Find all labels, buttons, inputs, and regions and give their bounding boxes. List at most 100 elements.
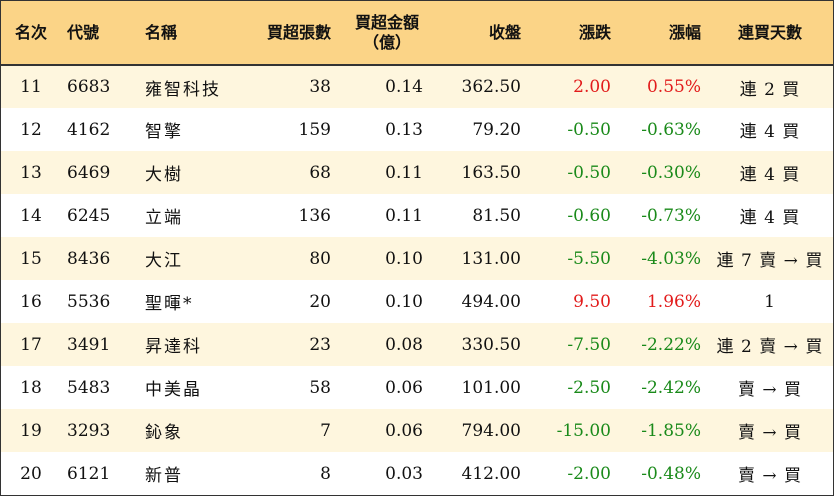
cell-close: 412.00	[461, 463, 521, 484]
cell-net-buy-amount: 0.14	[385, 77, 423, 97]
cell-change-pct: -0.30%	[641, 162, 701, 183]
cell-net-buy-lots: 23	[309, 334, 331, 355]
cell-name: 大江	[145, 251, 183, 271]
table-row: 14 6245 立端 136 0.11 81.50 -0.60 -0.73% 連 4 買	[1, 194, 833, 237]
cell-name: 鈊象	[145, 423, 183, 443]
header-code: 代號	[61, 1, 123, 66]
cell-close: 163.50	[461, 162, 521, 183]
cell-change: -15.00	[556, 420, 611, 441]
cell-rank: 16	[20, 291, 42, 312]
cell-net-buy-amount: 0.10	[385, 248, 423, 269]
cell-close: 794.00	[461, 420, 521, 441]
cell-net-buy-amount: 0.06	[385, 420, 423, 441]
cell-code: 6469	[67, 162, 111, 183]
cell-rank: 12	[20, 119, 42, 140]
cell-change: -0.50	[567, 162, 611, 183]
header-rank: 名次	[1, 1, 61, 66]
cell-code: 4162	[67, 119, 111, 140]
cell-close: 101.00	[461, 377, 521, 398]
cell-net-buy-amount: 0.10	[385, 291, 423, 312]
header-close: 收盤	[437, 1, 527, 66]
cell-code: 5483	[67, 377, 111, 398]
cell-change-pct: -1.85%	[641, 420, 701, 441]
cell-close: 81.50	[472, 205, 521, 226]
cell-consecutive-days: 連 2 賣 → 買	[716, 337, 824, 357]
cell-close: 79.20	[472, 119, 521, 140]
header-change: 漲跌	[527, 1, 617, 66]
table-row: 15 8436 大江 80 0.10 131.00 -5.50 -4.03% 連 7 賣 → 買	[1, 237, 833, 280]
table-row: 17 3491 昇達科 23 0.08 330.50 -7.50 -2.22% 連 2 賣 → …	[1, 323, 833, 366]
cell-change: -2.50	[567, 377, 611, 398]
cell-net-buy-lots: 80	[309, 248, 331, 269]
header-consecutive-days: 連買天數	[707, 1, 833, 66]
header-row: 名次 代號 名稱 買超張數 買超金額 （億） 收盤 漲跌 漲幅 連買天數	[1, 1, 833, 66]
cell-code: 3491	[67, 334, 111, 355]
cell-name: 昇達科	[145, 337, 202, 357]
cell-consecutive-days: 連 4 買	[739, 165, 801, 185]
cell-net-buy-amount: 0.08	[385, 334, 423, 355]
cell-code: 6683	[67, 77, 111, 97]
cell-code: 6245	[67, 205, 111, 226]
cell-change-pct: -4.03%	[641, 248, 701, 269]
cell-rank: 18	[20, 377, 42, 398]
cell-net-buy-amount: 0.03	[385, 463, 423, 484]
cell-close: 330.50	[461, 334, 521, 355]
cell-change: -5.50	[567, 248, 611, 269]
cell-change: 9.50	[573, 291, 611, 312]
header-net-buy-lots: 買超張數	[233, 1, 337, 66]
cell-net-buy-lots: 159	[298, 119, 331, 140]
cell-consecutive-days: 1	[764, 291, 776, 312]
cell-change-pct: -2.22%	[641, 334, 701, 355]
cell-net-buy-lots: 7	[320, 420, 331, 441]
table-row: 20 6121 新普 8 0.03 412.00 -2.00 -0.48% 賣 → 買	[1, 452, 833, 495]
cell-rank: 14	[20, 205, 42, 226]
cell-name: 智擎	[145, 122, 183, 142]
table-header: 名次 代號 名稱 買超張數 買超金額 （億） 收盤 漲跌 漲幅 連買天數	[1, 1, 833, 66]
table-row: 12 4162 智擎 159 0.13 79.20 -0.50 -0.63% 連 4 買	[1, 108, 833, 151]
cell-rank: 11	[20, 77, 42, 97]
table-row: 11 6683 雍智科技 38 0.14 362.50 2.00 0.55% 連 2 買	[1, 65, 833, 108]
table-row: 13 6469 大樹 68 0.11 163.50 -0.50 -0.30% 連 4 買	[1, 151, 833, 194]
cell-change-pct: -0.48%	[641, 463, 701, 484]
cell-change-pct: -2.42%	[641, 377, 701, 398]
header-net-buy-amount-line2: （億）	[362, 32, 411, 52]
cell-net-buy-amount: 0.11	[385, 205, 423, 226]
cell-net-buy-lots: 38	[309, 77, 331, 97]
cell-change-pct: 1.96%	[646, 291, 701, 312]
cell-code: 6121	[67, 463, 111, 484]
cell-name: 中美晶	[145, 380, 202, 400]
cell-name: 雍智科技	[145, 79, 221, 100]
cell-net-buy-lots: 20	[309, 291, 331, 312]
cell-code: 3293	[67, 420, 111, 441]
cell-consecutive-days: 賣 → 買	[737, 380, 803, 400]
header-change-pct: 漲幅	[617, 1, 707, 66]
cell-rank: 13	[20, 162, 42, 183]
cell-change: -2.00	[567, 463, 611, 484]
cell-net-buy-amount: 0.06	[385, 377, 423, 398]
cell-close: 131.00	[461, 248, 521, 269]
table-body: 11 6683 雍智科技 38 0.14 362.50 2.00 0.55% 連 2 買 12 41…	[1, 65, 833, 495]
cell-consecutive-days: 連 2 買	[739, 79, 801, 100]
header-name: 名稱	[123, 1, 233, 66]
cell-net-buy-lots: 136	[298, 205, 331, 226]
cell-change: -0.60	[567, 205, 611, 226]
cell-rank: 15	[20, 248, 42, 269]
cell-code: 8436	[67, 248, 111, 269]
cell-change-pct: 0.55%	[646, 77, 701, 97]
cell-net-buy-lots: 68	[309, 162, 331, 183]
table-row: 18 5483 中美晶 58 0.06 101.00 -2.50 -2.42% 賣 → 買	[1, 366, 833, 409]
cell-change-pct: -0.73%	[641, 205, 701, 226]
cell-change: 2.00	[573, 77, 611, 97]
header-net-buy-amount-line1: 買超金額	[354, 12, 419, 32]
cell-name: 大樹	[145, 165, 183, 185]
cell-name: 立端	[145, 208, 183, 228]
cell-rank: 17	[20, 334, 42, 355]
table-row: 19 3293 鈊象 7 0.06 794.00 -15.00 -1.85% 賣 → 買	[1, 409, 833, 452]
cell-net-buy-lots: 58	[309, 377, 331, 398]
cell-net-buy-lots: 8	[320, 463, 331, 484]
cell-consecutive-days: 賣 → 買	[737, 466, 803, 486]
cell-consecutive-days: 連 4 買	[739, 208, 801, 228]
cell-net-buy-amount: 0.11	[385, 162, 423, 183]
